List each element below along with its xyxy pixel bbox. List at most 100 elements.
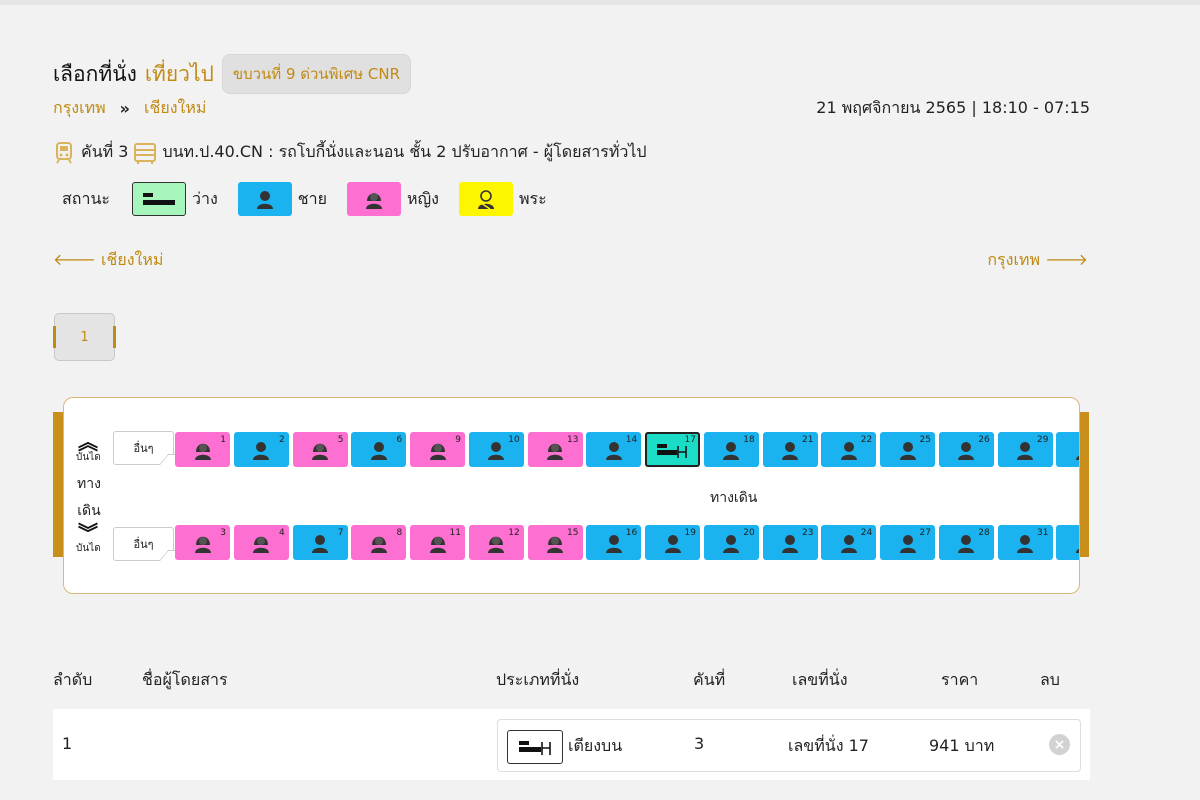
seat-number: 28	[978, 528, 990, 538]
male-passenger-icon	[957, 533, 975, 553]
seat-number: 5	[337, 435, 344, 445]
remove-passenger-button[interactable]: ×	[1049, 734, 1070, 755]
seat-1[interactable]: 1	[175, 432, 230, 467]
seat-19[interactable]: 19	[645, 525, 700, 560]
car-number: คันที่ 3	[81, 142, 129, 161]
seat-number: 16	[625, 528, 638, 538]
seat-21[interactable]: 21	[762, 432, 818, 467]
female-passenger-icon	[194, 440, 212, 460]
seat-number: 29	[1037, 435, 1049, 445]
header-car: คันที่	[693, 670, 726, 689]
arrow-right-icon: 🡒	[1045, 250, 1088, 269]
car-info: คันที่ 3 บนท.ป.40.CN : รถโบกี้นั่งและนอน…	[53, 140, 647, 165]
seat-4[interactable]: 4	[233, 525, 289, 560]
other-button-bottom[interactable]: อื่นๆ	[113, 527, 174, 561]
legend-male: ชาย	[297, 188, 327, 208]
male-passenger-icon	[840, 440, 858, 460]
arrow-left-icon: 🡐	[53, 250, 96, 269]
seat-number: 21	[802, 435, 814, 445]
seat-12[interactable]: 12	[468, 525, 524, 560]
male-passenger-icon	[781, 440, 799, 460]
chevron-down-icon: ︾	[78, 521, 98, 545]
seat-28[interactable]: 28	[938, 525, 994, 560]
direction-left-link[interactable]: 🡐 เชียงใหม่	[53, 248, 163, 273]
seat-5[interactable]: 5	[292, 432, 348, 467]
seat-number: 12	[508, 528, 520, 538]
seat-top-15[interactable]	[1056, 432, 1079, 467]
seat-bottom-15[interactable]	[1056, 525, 1079, 560]
male-passenger-icon	[1075, 440, 1079, 460]
male-passenger-icon	[840, 533, 858, 553]
route-destination: เชียงใหม่	[144, 98, 207, 117]
seat-14[interactable]: 14	[586, 432, 642, 467]
header-price: ราคา	[941, 670, 979, 689]
direction-right-label: กรุงเทพ	[987, 250, 1040, 269]
male-passenger-icon	[605, 533, 623, 553]
other-button-top[interactable]: อื่นๆ	[113, 431, 174, 465]
upper-bed-icon	[655, 441, 691, 459]
legend-female: หญิง	[406, 188, 439, 208]
seat-18[interactable]: 18	[703, 432, 759, 467]
male-passenger-icon	[957, 440, 975, 460]
seat-number: 9	[455, 435, 461, 445]
header-name: ชื่อผู้โดยสาร	[142, 670, 228, 689]
seat-16[interactable]: 16	[586, 525, 642, 560]
seat-27[interactable]: 27	[880, 525, 935, 560]
seat-31[interactable]: 31	[997, 525, 1053, 560]
header-seat-no: เลขที่นั่ง	[792, 670, 848, 689]
male-passenger-icon	[664, 533, 682, 553]
seat-6[interactable]: 6	[351, 432, 407, 467]
coach-page-tab[interactable]: 1	[53, 313, 116, 361]
seat-17[interactable]: 17	[645, 432, 700, 467]
top-divider	[0, 0, 1200, 5]
seat-number: 6	[396, 435, 403, 445]
seat-row-upper: 1 2 5 6 9 10 13 14 17 18 21 22 25 26 29	[175, 432, 1079, 467]
female-passenger-icon	[252, 533, 270, 553]
female-passenger-icon	[487, 533, 505, 553]
seat-row-lower: 3 4 7 8 11 12 15 16 19 20 23 24 27 28 31	[175, 525, 1079, 560]
direction-right-link[interactable]: กรุงเทพ 🡒	[987, 248, 1088, 273]
seat-24[interactable]: 24	[821, 525, 877, 560]
seat-10[interactable]: 10	[468, 432, 524, 467]
male-passenger-icon	[899, 440, 917, 460]
female-passenger-icon	[429, 533, 447, 553]
seat-status-legend: สถานะ ว่าง ชาย หญิง พระ	[62, 182, 567, 216]
seat-type-label: เตียงบน	[568, 736, 623, 755]
seat-7[interactable]: 7	[292, 525, 348, 560]
male-passenger-icon	[605, 440, 623, 460]
aisle-vertical-2: เดิน	[77, 503, 101, 519]
seat-13[interactable]: 13	[527, 432, 583, 467]
female-passenger-icon	[311, 440, 329, 460]
seat-20[interactable]: 20	[703, 525, 759, 560]
seat-number: 19	[684, 528, 696, 538]
header-order: ลำดับ	[53, 670, 93, 689]
coach-end-right	[1079, 412, 1089, 557]
seat-8[interactable]: 8	[351, 525, 407, 560]
seat-26[interactable]: 26	[938, 432, 994, 467]
male-passenger-icon	[781, 533, 799, 553]
row-car: 3	[694, 734, 705, 753]
trip-direction: เที่ยวไป	[144, 61, 214, 86]
seat-number: 18	[743, 435, 755, 445]
seat-15[interactable]: 15	[527, 525, 583, 560]
seat-3[interactable]: 3	[175, 525, 230, 560]
seat-22[interactable]: 22	[821, 432, 877, 467]
row-seat-no: เลขที่นั่ง 17	[788, 736, 869, 755]
route: กรุงเทพ » เชียงใหม่	[53, 96, 206, 121]
coach-end-left	[53, 412, 63, 557]
seat-29[interactable]: 29	[997, 432, 1053, 467]
seat-2[interactable]: 2	[233, 432, 289, 467]
seat-23[interactable]: 23	[762, 525, 818, 560]
seat-9[interactable]: 9	[410, 432, 465, 467]
seat-11[interactable]: 11	[410, 525, 465, 560]
seat-number: 10	[508, 435, 520, 445]
seat-number: 14	[625, 435, 638, 445]
male-passenger-icon	[311, 533, 329, 553]
female-passenger-icon	[546, 533, 564, 553]
seat-25[interactable]: 25	[880, 432, 935, 467]
seat-number: 31	[1037, 528, 1049, 538]
direction-left-label: เชียงใหม่	[101, 250, 164, 269]
aisle-vertical-1: ทาง	[77, 476, 101, 492]
legend-monk: พระ	[518, 188, 547, 208]
